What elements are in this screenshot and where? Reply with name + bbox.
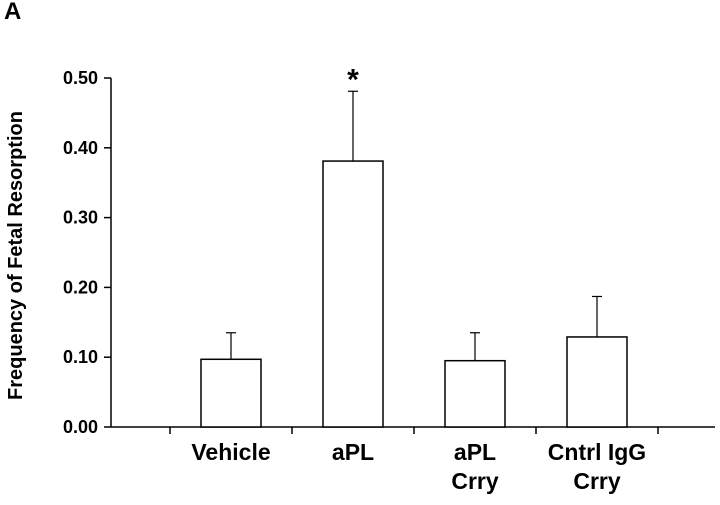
y-tick-label: 0.10 bbox=[63, 347, 98, 367]
y-axis-title: Frequency of Fetal Resorption bbox=[5, 111, 27, 400]
x-tick-label: Vehicle bbox=[191, 439, 270, 465]
panel-label: A bbox=[4, 0, 22, 25]
x-tick-label: Cntrl IgG bbox=[548, 439, 646, 465]
y-tick-label: 0.40 bbox=[63, 138, 98, 158]
x-tick-label: Crry bbox=[451, 468, 499, 494]
x-tick-label: aPL bbox=[332, 439, 374, 465]
bar bbox=[444, 359, 506, 428]
bar bbox=[322, 160, 384, 428]
x-tick-label: Crry bbox=[573, 468, 621, 494]
bar bbox=[200, 358, 262, 428]
y-tick-label: 0.50 bbox=[63, 68, 98, 88]
significance-marker: * bbox=[347, 63, 359, 96]
bar bbox=[566, 336, 628, 428]
y-tick-label: 0.00 bbox=[63, 417, 98, 437]
y-tick-label: 0.20 bbox=[63, 277, 98, 297]
x-tick-label: aPL bbox=[454, 439, 496, 465]
y-tick-label: 0.30 bbox=[63, 208, 98, 228]
